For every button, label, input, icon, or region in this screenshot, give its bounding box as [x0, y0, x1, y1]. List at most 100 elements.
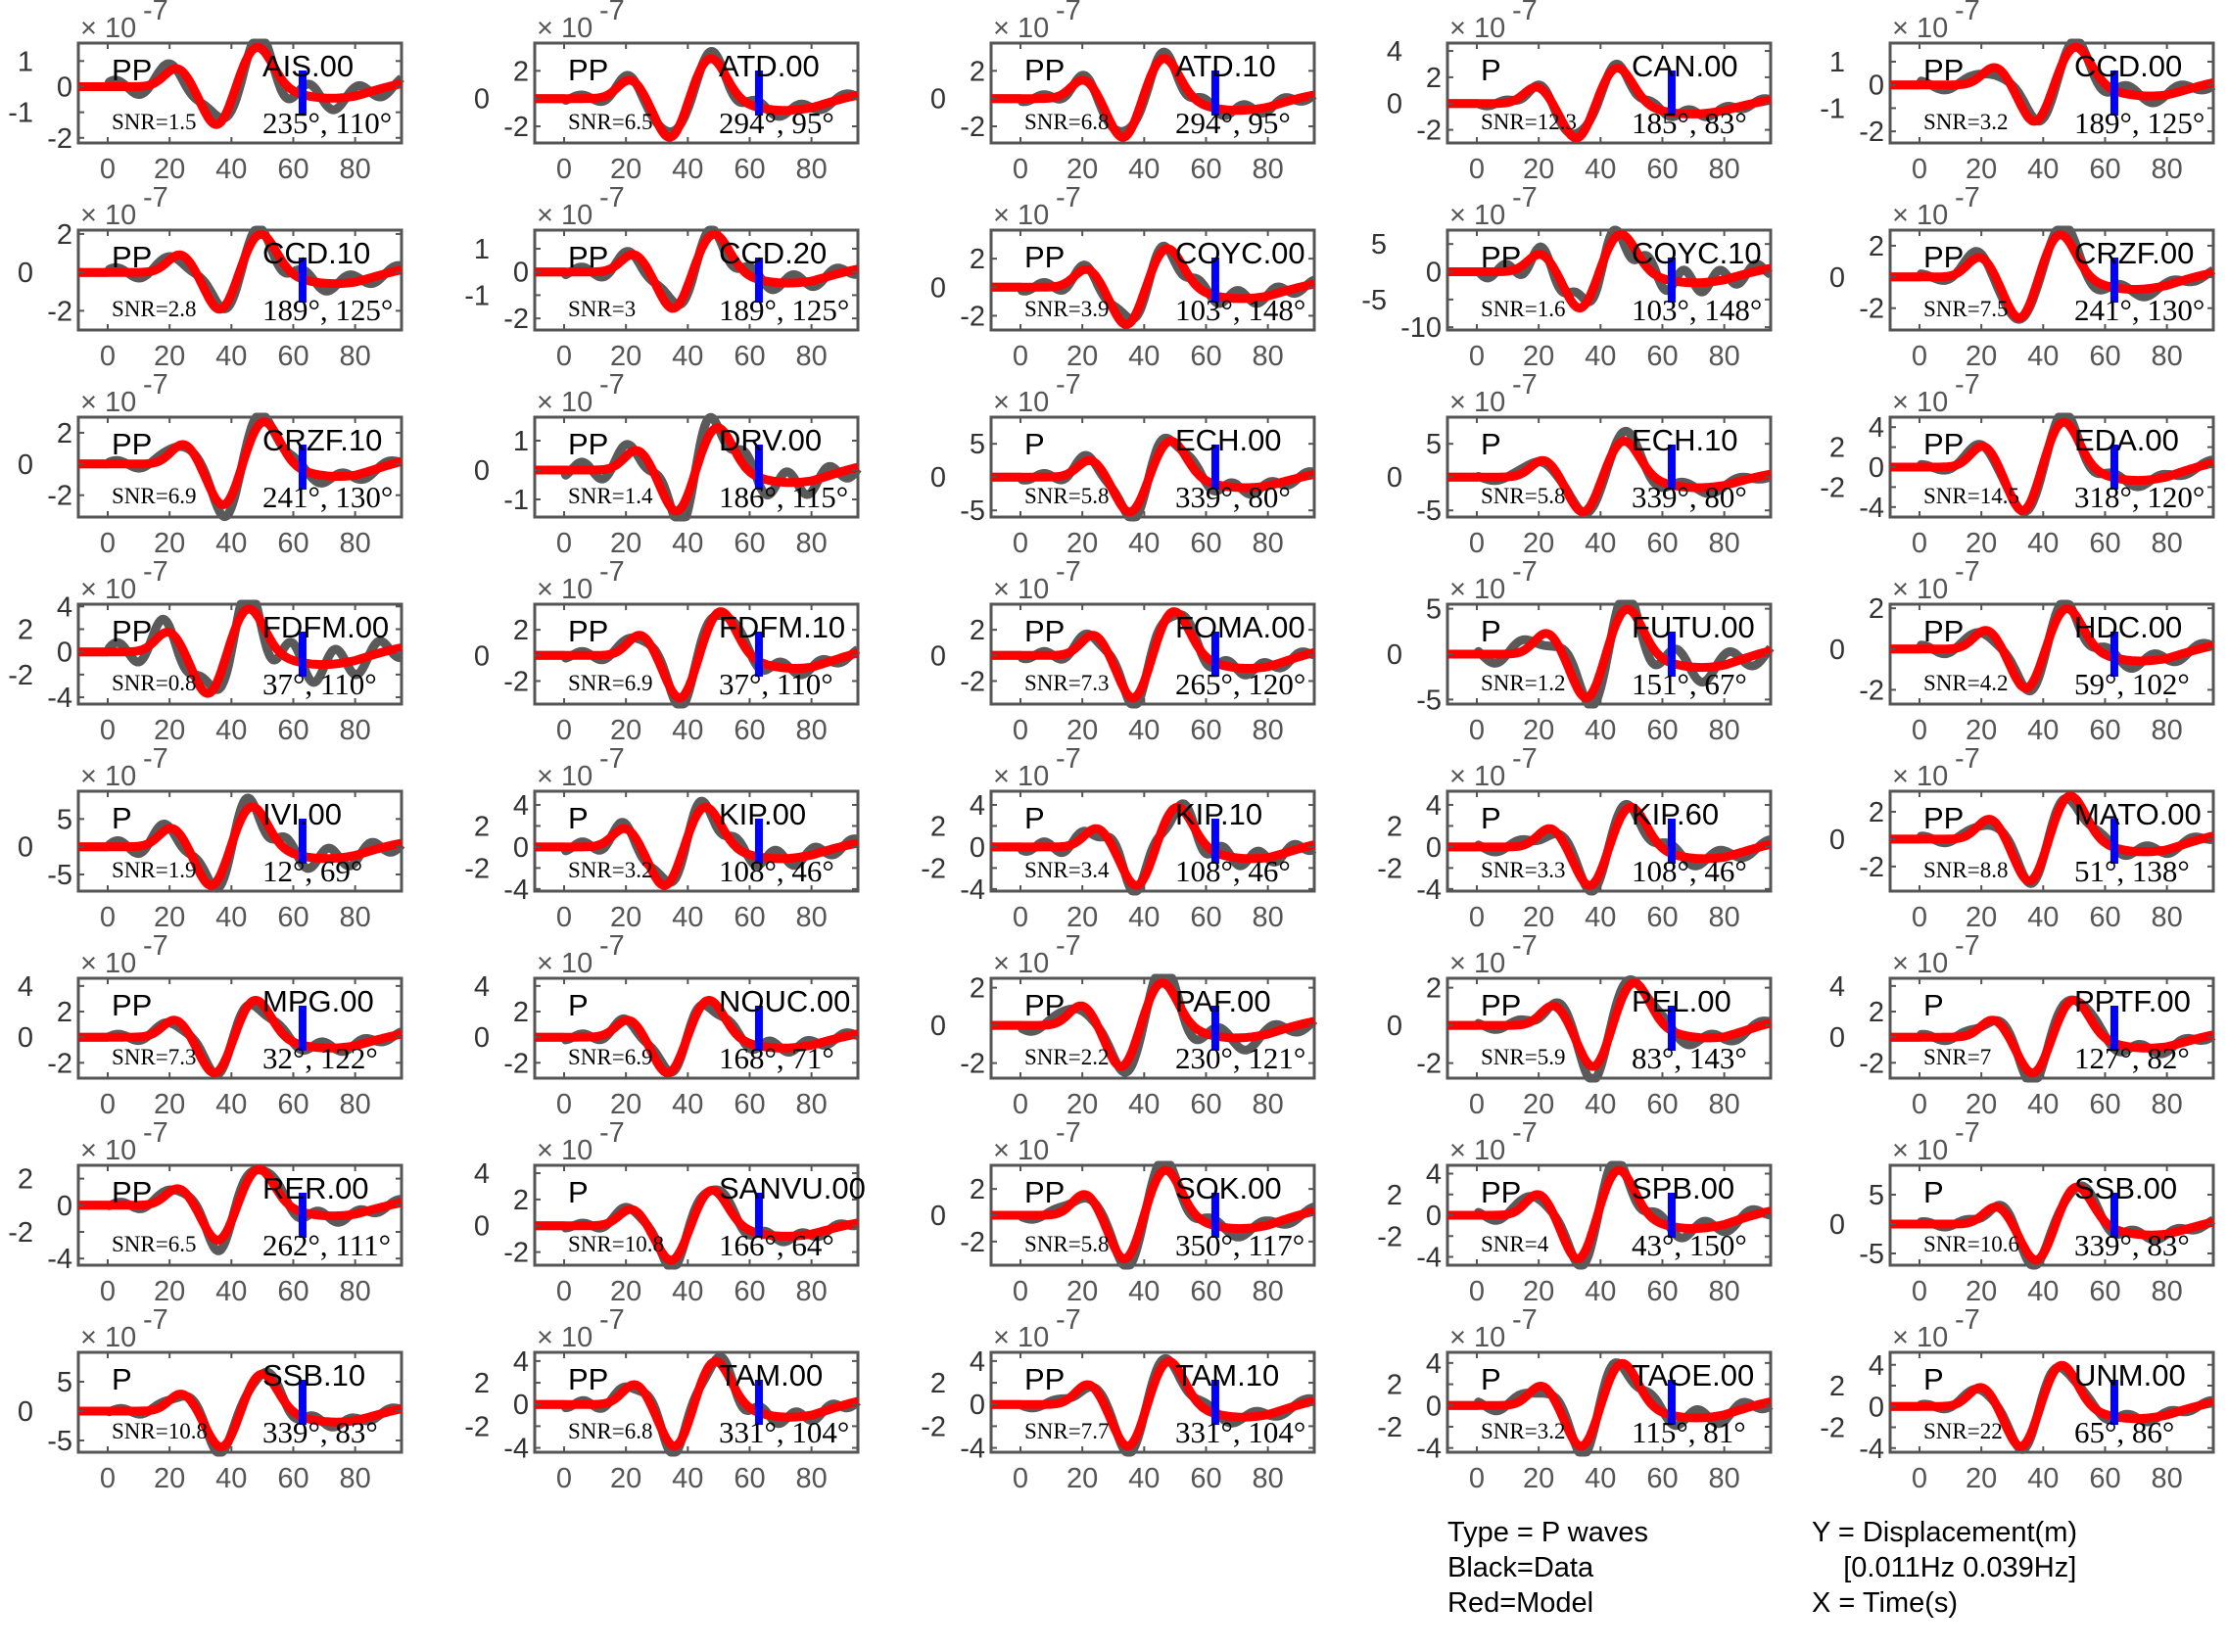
- x-tick-label: 0: [1912, 902, 1927, 933]
- exponent-label: × 10: [80, 1135, 136, 1166]
- y-tick-label: 0: [1387, 639, 1402, 671]
- x-tick-label: 20: [154, 1089, 185, 1120]
- exponent-power: -7: [1056, 369, 1081, 401]
- phase-label: P: [568, 1175, 589, 1209]
- x-tick-label: 0: [1013, 902, 1028, 933]
- x-tick-label: 40: [1128, 902, 1160, 933]
- exponent-label: × 10: [993, 948, 1049, 979]
- azimuth-takeoff-label: 108°, 46°: [1175, 854, 1291, 888]
- x-tick-label: 20: [1523, 1463, 1554, 1494]
- exponent-power: -7: [143, 369, 168, 401]
- y-tick-label: 2: [930, 811, 946, 842]
- x-tick-label: 80: [1708, 154, 1739, 185]
- x-tick-label: 60: [2089, 528, 2120, 559]
- station-label: PEL.00: [1632, 984, 1731, 1018]
- x-tick-label: 60: [277, 528, 308, 559]
- x-tick-label: 20: [1966, 341, 1997, 372]
- phase-label: PP: [1024, 1175, 1065, 1209]
- y-tick-label: 2: [18, 1164, 33, 1196]
- model-waveform: [988, 437, 1317, 517]
- x-tick-label: 80: [339, 715, 370, 746]
- y-tick-label: 2: [1869, 797, 1884, 828]
- phase-label: PP: [1024, 988, 1065, 1022]
- y-tick-label: 0: [970, 832, 985, 864]
- y-tick-label: -1: [503, 485, 529, 516]
- phase-label: PP: [112, 988, 152, 1022]
- x-tick-label: 80: [339, 902, 370, 933]
- y-tick-label: 0: [930, 462, 946, 494]
- model-waveform: [988, 978, 1317, 1071]
- x-tick-label: 40: [1585, 341, 1616, 372]
- azimuth-takeoff-label: 331°, 104°: [1175, 1415, 1305, 1449]
- azimuth-takeoff-label: 151°, 67°: [1632, 667, 1747, 701]
- time-marker: [1667, 445, 1676, 490]
- x-tick-label: 20: [1523, 902, 1554, 933]
- legend-line: Type = P waves: [1447, 1517, 1648, 1548]
- x-tick-label: 60: [1646, 341, 1678, 372]
- axes-box: [1888, 1163, 2215, 1267]
- model-waveform: [1887, 791, 2216, 886]
- subplot-coyc-10: × 10-7 0 20 40 60 80 -10 -5 0 5 PP COYC.10 SNR=1.6 10…: [1361, 182, 1774, 372]
- y-tick-label: 0: [930, 84, 946, 116]
- x-tick-label: 20: [154, 902, 185, 933]
- snr-label: SNR=10.6: [1923, 1232, 2019, 1256]
- azimuth-takeoff-label: 350°, 117°: [1175, 1228, 1304, 1262]
- exponent-label: × 10: [1892, 948, 1948, 979]
- azimuth-takeoff-label: 189°, 125°: [719, 293, 849, 327]
- exponent-label: × 10: [80, 1322, 136, 1353]
- azimuth-takeoff-label: 83°, 143°: [1632, 1041, 1747, 1075]
- y-tick-label: 2: [1869, 231, 1884, 262]
- y-tick-label: 4: [474, 1158, 490, 1190]
- x-tick-label: 0: [556, 528, 572, 559]
- station-label: CCD.00: [2074, 49, 2182, 83]
- x-tick-label: 40: [672, 154, 703, 185]
- y-tick-label: 4: [1426, 790, 1442, 822]
- x-tick-label: 60: [734, 341, 765, 372]
- model-waveform: [1887, 230, 2216, 322]
- x-tick-label: 60: [1190, 1463, 1221, 1494]
- x-tick-label: 20: [610, 902, 641, 933]
- station-label: KIP.10: [1175, 797, 1262, 831]
- x-tick-label: 0: [1013, 341, 1028, 372]
- y-tick-label: -4: [1859, 1434, 1884, 1465]
- x-tick-label: 60: [1190, 1276, 1221, 1307]
- exponent-power: -7: [1512, 556, 1538, 588]
- model-waveform: [1887, 604, 2216, 693]
- station-label: COYC.10: [1632, 236, 1762, 270]
- y-tick-label: -1: [464, 280, 490, 311]
- x-tick-label: 20: [1067, 1089, 1098, 1120]
- phase-label: P: [1481, 801, 1501, 835]
- x-tick-label: 40: [2027, 715, 2059, 746]
- x-tick-label: 20: [1523, 1089, 1554, 1120]
- y-tick-label: 0: [18, 1396, 33, 1428]
- y-tick-label: 0: [930, 640, 946, 672]
- y-tick-label: 0: [1426, 1391, 1442, 1422]
- y-tick-label: 4: [1426, 1159, 1442, 1191]
- exponent-label: × 10: [1449, 13, 1505, 44]
- time-marker: [754, 258, 763, 303]
- model-waveform: [988, 1165, 1317, 1263]
- x-tick-label: 40: [1128, 1276, 1160, 1307]
- y-tick-label: 2: [18, 615, 33, 646]
- exponent-power: -7: [1955, 556, 1980, 588]
- y-tick-label: 4: [1387, 36, 1402, 68]
- x-tick-label: 0: [556, 154, 572, 185]
- station-label: CAN.00: [1632, 49, 1738, 83]
- snr-label: SNR=2.2: [1024, 1045, 1109, 1069]
- x-tick-label: 60: [2089, 341, 2120, 372]
- x-tick-label: 0: [1469, 1276, 1485, 1307]
- exponent-label: × 10: [537, 1322, 593, 1353]
- x-tick-label: 20: [1966, 1089, 1997, 1120]
- snr-label: SNR=3.3: [1481, 858, 1565, 882]
- x-tick-label: 80: [1708, 902, 1739, 933]
- phase-label: P: [568, 801, 589, 835]
- snr-label: SNR=1.6: [1481, 297, 1565, 321]
- azimuth-takeoff-label: 339°, 80°: [1175, 480, 1291, 514]
- y-tick-label: -5: [1416, 684, 1442, 716]
- x-tick-label: 80: [2151, 1089, 2182, 1120]
- x-tick-label: 40: [1585, 902, 1616, 933]
